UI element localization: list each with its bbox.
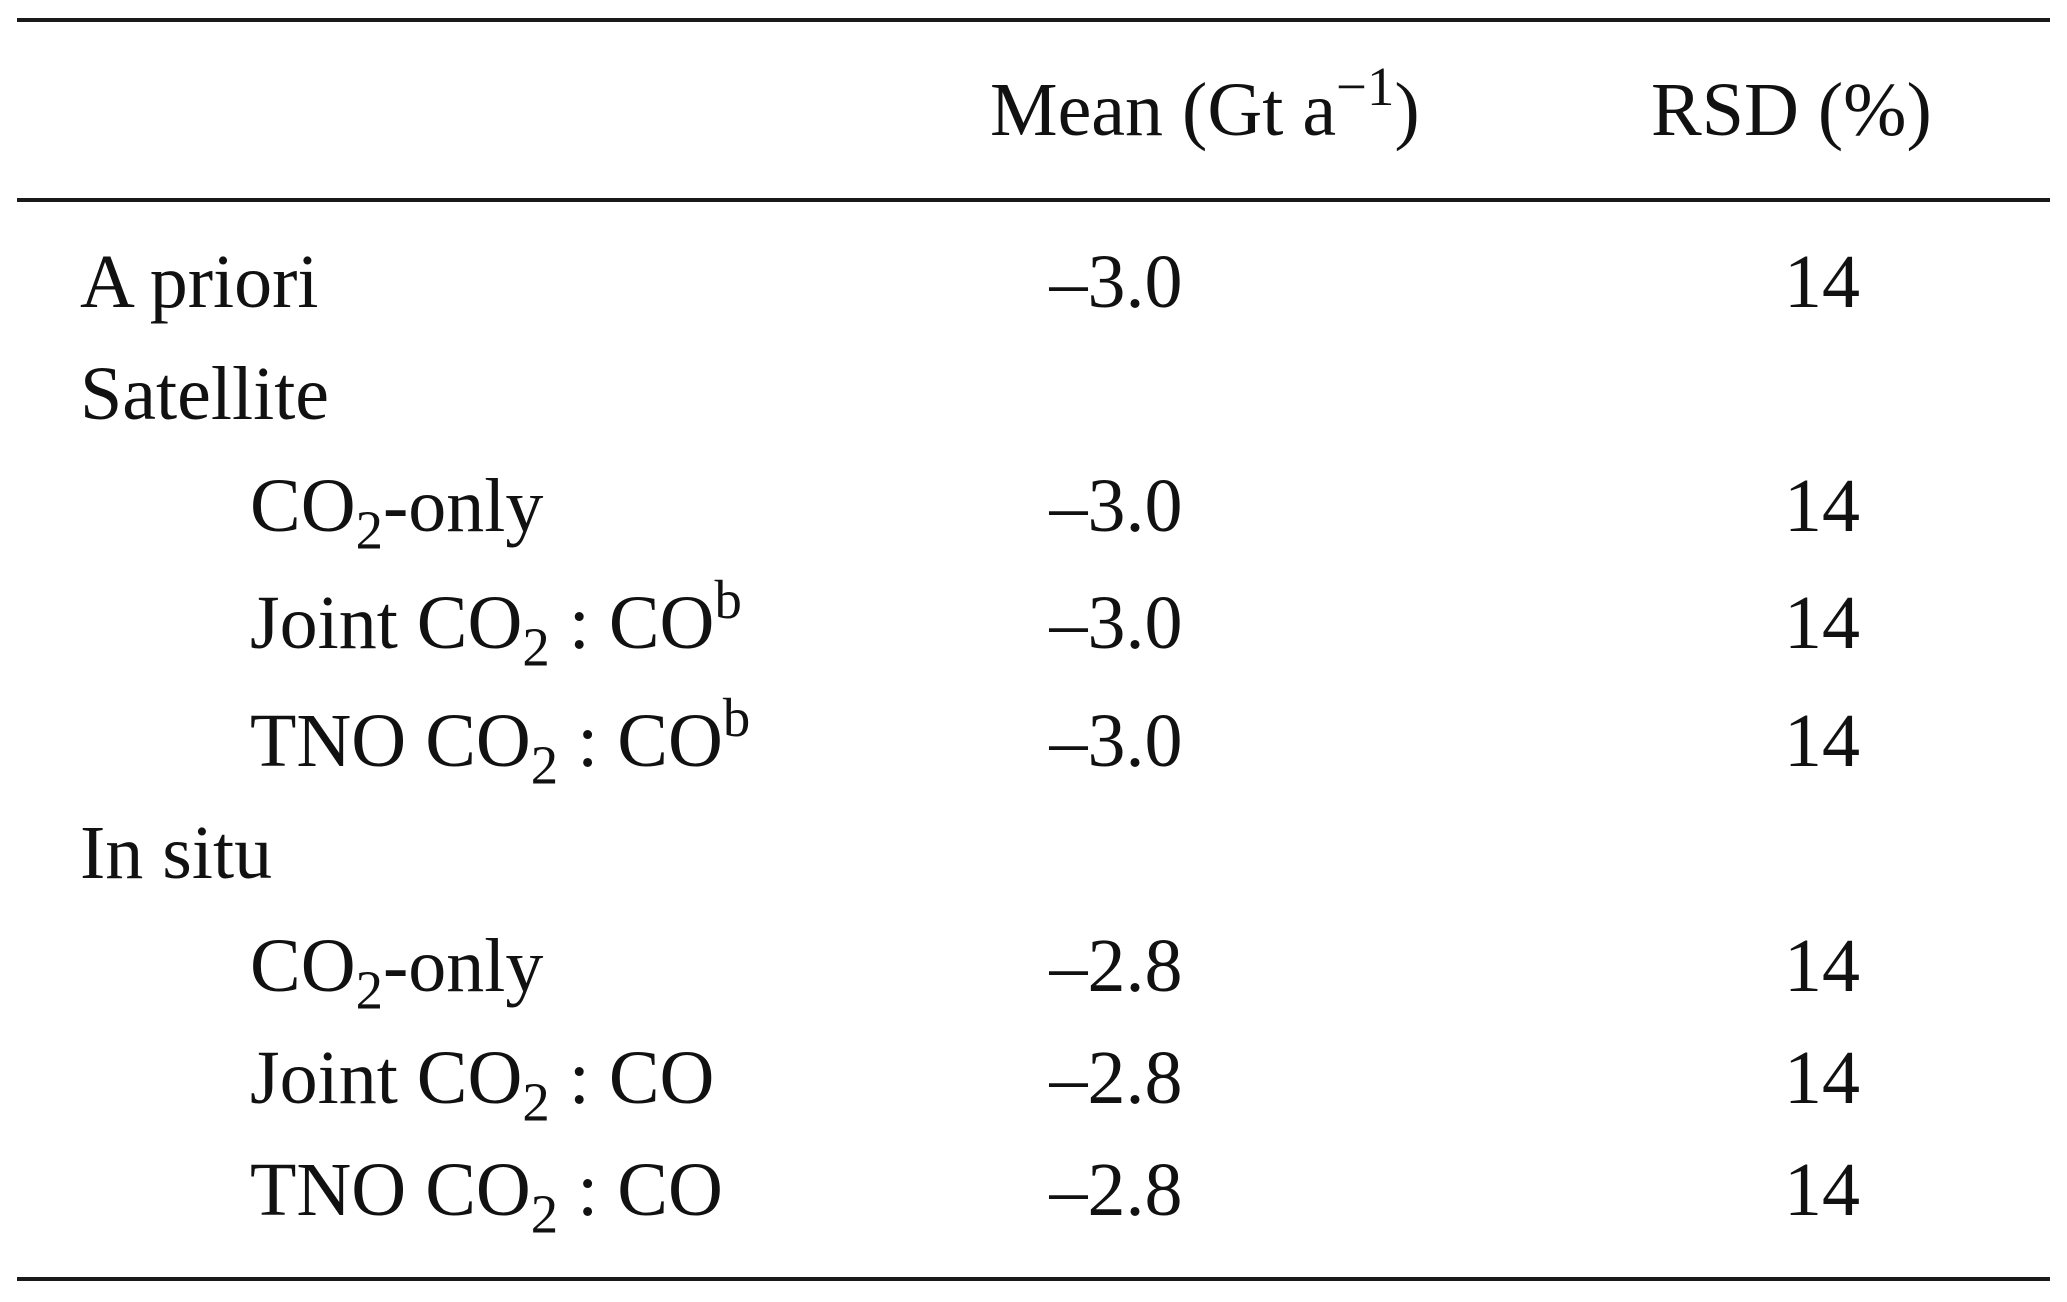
- header-mean-suffix: ): [1394, 68, 1420, 152]
- label-prefix: Joint CO: [250, 1036, 523, 1120]
- label-tail: : CO: [549, 1036, 715, 1120]
- footnote-marker: b: [722, 686, 751, 748]
- row-label-a-priori: A priori: [80, 240, 319, 324]
- subscript: 2: [530, 1183, 559, 1245]
- group-label-satellite: Satellite: [80, 352, 330, 436]
- subscript: 2: [522, 616, 550, 678]
- row-mean-satellite-co2-only: –3.0: [1049, 464, 1183, 548]
- row-mean-in-situ-co2-only: –2.8: [1049, 924, 1183, 1008]
- row-rsd-satellite-co2-only: 14: [1784, 464, 1860, 548]
- row-label-satellite-co2-only: CO2-only: [250, 468, 543, 557]
- row-mean-satellite-joint: –3.0: [1049, 581, 1183, 665]
- row-mean-a-priori: –3.0: [1049, 240, 1183, 324]
- label-prefix: TNO CO: [250, 1148, 531, 1232]
- row-mean-in-situ-joint: –2.8: [1049, 1036, 1183, 1120]
- species: CO: [250, 464, 356, 548]
- bottom-rule: [17, 1277, 2050, 1281]
- subscript: 2: [530, 734, 559, 796]
- row-rsd-satellite-tno: 14: [1784, 699, 1860, 783]
- row-label-satellite-tno: TNO CO2 : COb: [250, 690, 750, 792]
- row-rsd-a-priori: 14: [1784, 240, 1860, 324]
- label-tail: -only: [382, 924, 544, 1008]
- label-prefix: Joint CO: [250, 581, 523, 665]
- header-mean: Mean (Gt a−1): [990, 59, 1420, 148]
- label-prefix: TNO CO: [250, 699, 531, 783]
- header-rule: [17, 198, 2050, 202]
- row-rsd-in-situ-tno: 14: [1784, 1148, 1860, 1232]
- subscript: 2: [522, 1071, 550, 1133]
- row-rsd-satellite-joint: 14: [1784, 581, 1860, 665]
- header-mean-exponent: −1: [1336, 55, 1395, 117]
- group-label-in-situ: In situ: [80, 811, 273, 895]
- header-rsd: RSD (%): [1651, 68, 1932, 152]
- label-tail: -only: [382, 464, 544, 548]
- species: CO: [250, 924, 356, 1008]
- row-mean-satellite-tno: –3.0: [1049, 699, 1183, 783]
- row-label-in-situ-joint: Joint CO2 : CO: [250, 1040, 714, 1129]
- top-rule: [17, 18, 2050, 22]
- footnote-marker: b: [714, 568, 742, 630]
- header-mean-prefix: Mean (Gt a: [990, 68, 1337, 152]
- label-tail: : CO: [549, 581, 715, 665]
- label-tail: : CO: [558, 1148, 723, 1232]
- subscript: 2: [355, 499, 383, 561]
- subscript: 2: [355, 959, 383, 1021]
- row-label-in-situ-co2-only: CO2-only: [250, 928, 543, 1017]
- row-rsd-in-situ-co2-only: 14: [1784, 924, 1860, 1008]
- row-label-in-situ-tno: TNO CO2 : CO: [250, 1152, 723, 1241]
- row-label-satellite-joint: Joint CO2 : COb: [250, 572, 742, 674]
- row-mean-in-situ-tno: –2.8: [1049, 1148, 1183, 1232]
- label-tail: : CO: [558, 699, 723, 783]
- row-rsd-in-situ-joint: 14: [1784, 1036, 1860, 1120]
